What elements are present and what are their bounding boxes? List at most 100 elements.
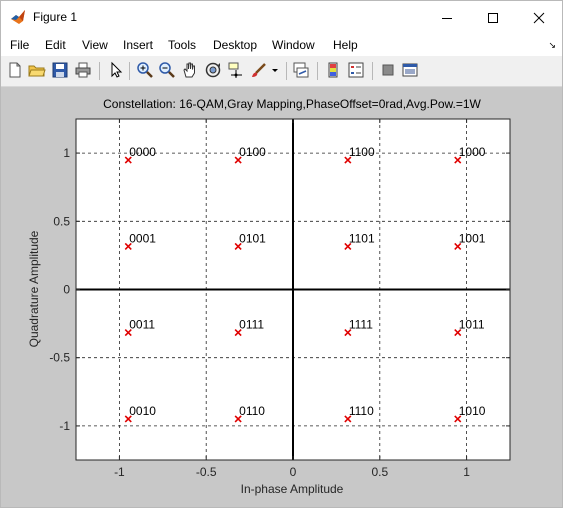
y-tick-label: 1 xyxy=(63,146,70,160)
point-marker xyxy=(124,156,132,164)
link-plot-button[interactable] xyxy=(292,61,310,79)
point-label: 0110 xyxy=(239,404,265,418)
constellation-points: 0000 0100 1100 1000 0001 0101 1101 1001 0011 0111… xyxy=(124,145,486,423)
title-bar[interactable]: Figure 1 xyxy=(1,1,562,34)
x-tick-label: 0.5 xyxy=(371,465,388,479)
insert-colorbar-button[interactable] xyxy=(324,61,342,79)
point-marker xyxy=(234,156,242,164)
point-label: 1000 xyxy=(459,145,486,159)
constellation-point: 1100 xyxy=(344,145,375,164)
constellation-point: 1011 xyxy=(454,318,485,337)
constellation-point: 1010 xyxy=(454,404,486,423)
menu-desktop[interactable]: Desktop xyxy=(213,38,258,52)
toolbar-separator xyxy=(372,62,373,80)
constellation-point: 0111 xyxy=(234,318,264,337)
point-label: 1011 xyxy=(459,318,485,332)
point-label: 1101 xyxy=(349,231,375,245)
insert-legend-icon xyxy=(348,62,364,78)
insert-colorbar-icon xyxy=(328,62,338,78)
constellation-point: 0001 xyxy=(124,231,156,250)
figure-canvas[interactable]: Constellation: 16-QAM,Gray Mapping,Phase… xyxy=(1,87,562,507)
point-marker xyxy=(344,156,352,164)
toolbar-separator xyxy=(317,62,318,80)
menu-file[interactable]: File xyxy=(10,38,30,52)
close-button[interactable] xyxy=(516,1,562,34)
x-tick-label: 0 xyxy=(290,465,297,479)
save-button[interactable] xyxy=(51,61,69,79)
menu-help[interactable]: Help xyxy=(333,38,358,52)
point-marker xyxy=(344,415,352,423)
hide-plot-tools-button[interactable] xyxy=(379,61,397,79)
point-label: 0111 xyxy=(239,318,264,332)
constellation-plot[interactable]: Constellation: 16-QAM,Gray Mapping,Phase… xyxy=(1,87,562,507)
origin-axes-lines xyxy=(76,119,510,460)
constellation-point: 0101 xyxy=(234,231,266,250)
data-cursor-button[interactable] xyxy=(227,61,245,79)
new-figure-button[interactable] xyxy=(6,61,24,79)
rotate-3d-button[interactable] xyxy=(204,61,222,79)
brush-dropdown-icon xyxy=(272,69,278,72)
point-label: 0000 xyxy=(129,145,156,159)
y-tick-label: 0.5 xyxy=(53,214,70,228)
open-file-button[interactable] xyxy=(28,61,46,79)
y-tick-label: -1 xyxy=(59,419,70,433)
brush-dropdown-button[interactable] xyxy=(270,61,280,79)
menu-edit[interactable]: Edit xyxy=(45,38,66,52)
point-marker xyxy=(454,415,462,423)
close-icon xyxy=(533,12,545,23)
menu-tools[interactable]: Tools xyxy=(168,38,197,52)
matlab-logo-icon xyxy=(11,10,25,24)
constellation-point: 1000 xyxy=(454,145,486,164)
show-plot-tools-button[interactable] xyxy=(401,61,419,79)
x-tick-label: -1 xyxy=(114,465,125,479)
point-marker xyxy=(124,329,132,337)
constellation-point: 1101 xyxy=(344,231,375,250)
menu-insert[interactable]: Insert xyxy=(123,38,154,52)
zoom-in-button[interactable] xyxy=(136,61,154,79)
toolbar-separator xyxy=(99,62,100,80)
insert-legend-button[interactable] xyxy=(347,61,365,79)
brush-button[interactable] xyxy=(250,61,268,79)
new-figure-icon xyxy=(9,62,21,78)
point-label: 1001 xyxy=(459,231,486,245)
x-tick-label: -0.5 xyxy=(196,465,217,479)
constellation-point: 1001 xyxy=(454,231,486,250)
dock-arrow-icon[interactable]: ↘ xyxy=(548,40,556,50)
point-label: 1100 xyxy=(349,145,375,159)
data-cursor-icon xyxy=(228,62,242,78)
minimize-icon xyxy=(442,17,452,19)
x-axis-label: In-phase Amplitude xyxy=(241,482,344,496)
zoom-out-button[interactable] xyxy=(158,61,176,79)
print-icon xyxy=(75,62,91,78)
menu-view[interactable]: View xyxy=(82,38,108,52)
y-axis-label: Quadrature Amplitude xyxy=(27,230,41,347)
y-tick-label: -0.5 xyxy=(49,351,70,365)
menu-window[interactable]: Window xyxy=(272,38,315,52)
point-marker xyxy=(234,329,242,337)
print-button[interactable] xyxy=(74,61,92,79)
maximize-button[interactable] xyxy=(470,1,516,34)
zoom-in-icon xyxy=(137,62,153,78)
open-file-icon xyxy=(28,65,46,77)
figure-toolbar xyxy=(1,56,562,87)
point-label: 1010 xyxy=(459,404,486,418)
pan-button[interactable] xyxy=(181,61,199,79)
constellation-point: 0110 xyxy=(234,404,265,423)
point-marker xyxy=(454,329,462,337)
pointer-icon xyxy=(111,61,123,78)
minimize-button[interactable] xyxy=(424,1,470,34)
show-plot-tools-icon xyxy=(402,63,418,77)
edit-plot-button[interactable] xyxy=(107,61,125,79)
constellation-point: 0010 xyxy=(124,404,156,423)
point-label: 1110 xyxy=(349,404,374,418)
toolbar-separator xyxy=(129,62,130,80)
point-label: 1111 xyxy=(349,318,373,332)
menu-bar: File Edit View Insert Tools Desktop Wind… xyxy=(1,34,562,56)
constellation-point: 0011 xyxy=(124,318,155,337)
rotate-3d-icon xyxy=(205,62,221,78)
hide-plot-tools-icon xyxy=(382,64,394,76)
y-tick-label: 0 xyxy=(63,283,70,297)
point-marker xyxy=(344,329,352,337)
toolbar-separator xyxy=(286,62,287,80)
point-label: 0100 xyxy=(239,145,266,159)
